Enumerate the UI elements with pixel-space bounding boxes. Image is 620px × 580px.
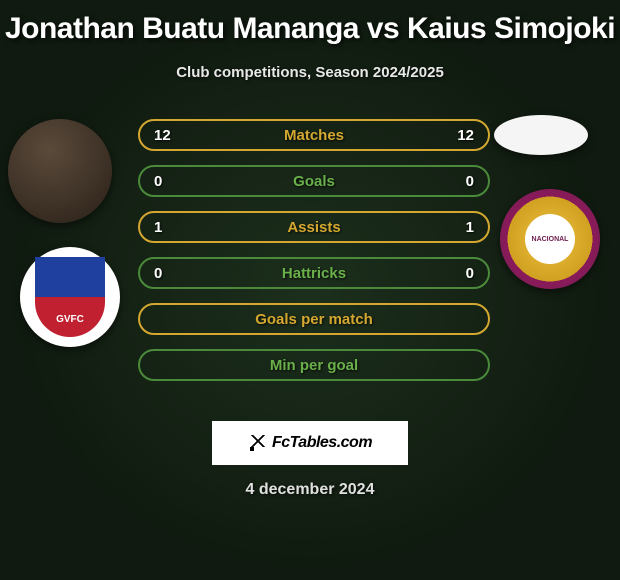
branding-badge: FcTables.com xyxy=(212,421,408,465)
stat-right-value: 0 xyxy=(450,173,474,190)
season-subtitle: Club competitions, Season 2024/2025 xyxy=(0,64,620,81)
club-right-crest-icon: NACIONAL xyxy=(525,214,575,264)
stat-right-value: 0 xyxy=(450,265,474,282)
comparison-title: Jonathan Buatu Mananga vs Kaius Simojoki xyxy=(0,12,620,46)
player-right-avatar xyxy=(494,115,588,155)
player-left-avatar xyxy=(8,119,112,223)
stat-row-min-per-goal: Min per goal xyxy=(138,349,490,381)
fctables-logo-icon xyxy=(248,433,268,453)
stat-label: Hattricks xyxy=(282,265,346,282)
stat-row-hattricks: 0 Hattricks 0 xyxy=(138,257,490,289)
branding-text: FcTables.com xyxy=(272,434,372,452)
stat-label: Goals xyxy=(293,173,335,190)
stats-area: NACIONAL 12 Matches 12 0 Goals 0 1 Assists 1 0 Hat… xyxy=(0,119,620,409)
stat-right-value: 12 xyxy=(450,127,474,144)
stat-label: Goals per match xyxy=(255,311,373,328)
stat-left-value: 0 xyxy=(154,265,178,282)
snapshot-date: 4 december 2024 xyxy=(0,481,620,499)
stat-left-value: 1 xyxy=(154,219,178,236)
club-left-shield-icon xyxy=(35,257,105,337)
stat-left-value: 0 xyxy=(154,173,178,190)
stat-label: Assists xyxy=(287,219,340,236)
player-right-club-badge: NACIONAL xyxy=(500,189,600,289)
stat-right-value: 1 xyxy=(450,219,474,236)
stat-left-value: 12 xyxy=(154,127,178,144)
stat-label: Matches xyxy=(284,127,344,144)
content-wrapper: Jonathan Buatu Mananga vs Kaius Simojoki… xyxy=(0,0,620,509)
player-left-club-badge xyxy=(20,247,120,347)
stat-label: Min per goal xyxy=(270,357,358,374)
stat-row-goals-per-match: Goals per match xyxy=(138,303,490,335)
stat-row-matches: 12 Matches 12 xyxy=(138,119,490,151)
stat-row-goals: 0 Goals 0 xyxy=(138,165,490,197)
stat-row-assists: 1 Assists 1 xyxy=(138,211,490,243)
